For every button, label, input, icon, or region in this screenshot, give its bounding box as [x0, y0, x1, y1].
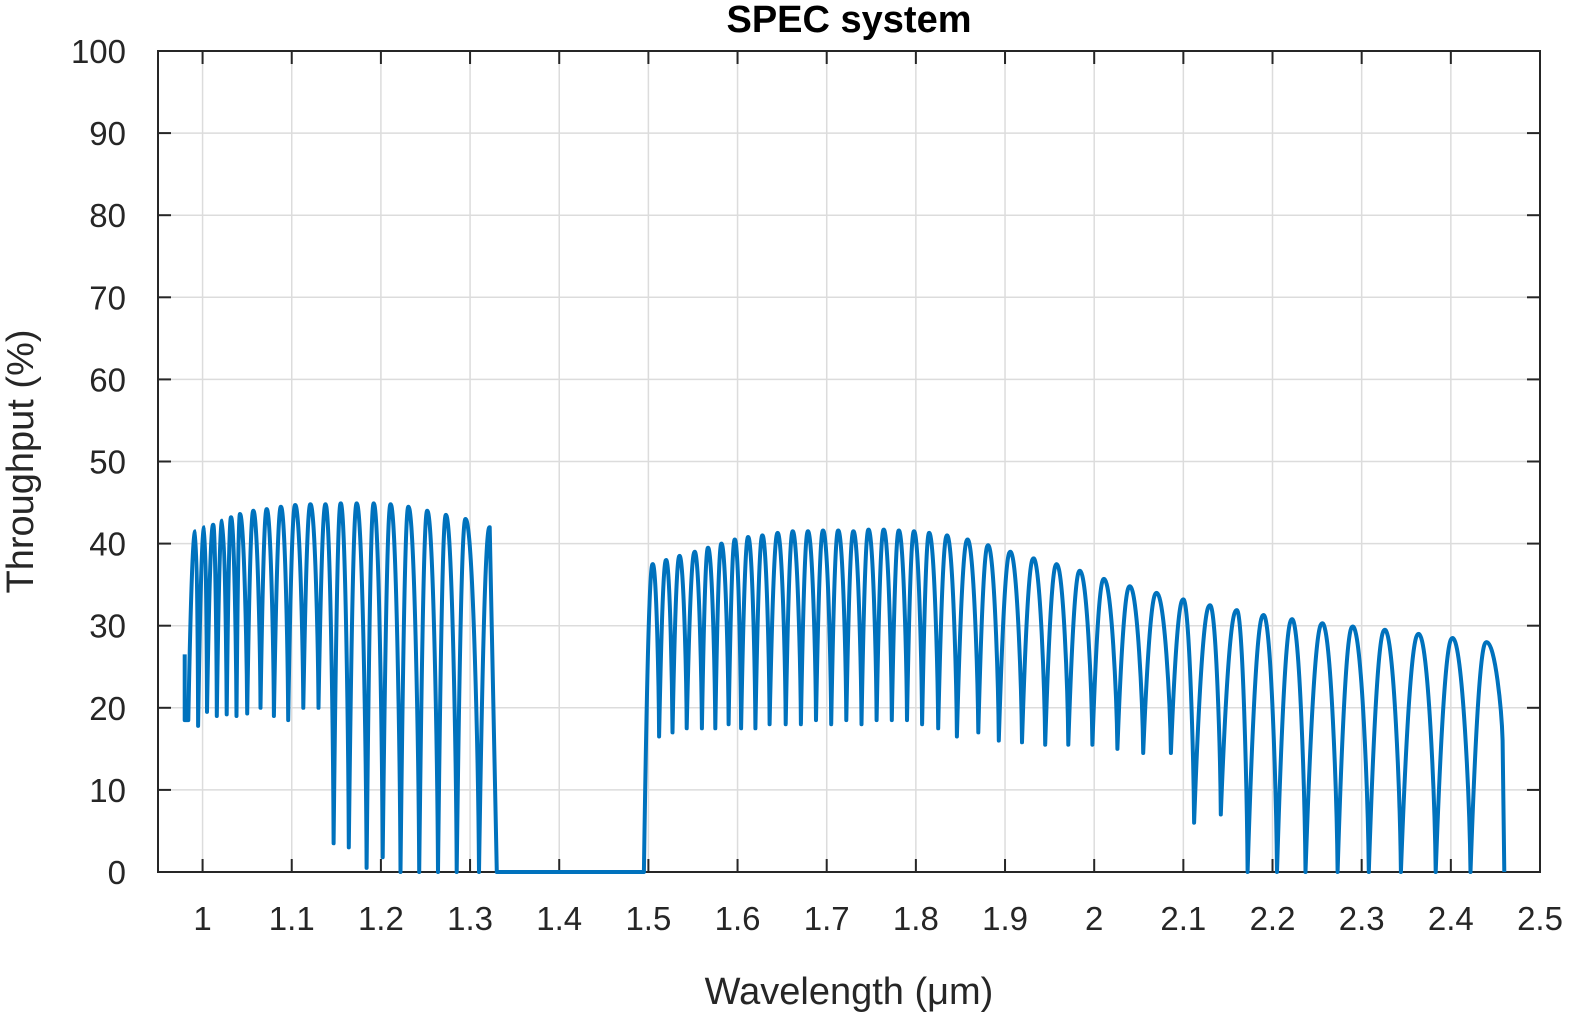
y-tick-labels: 0 10 20 30 40 50 60 70 80 90 100	[71, 33, 126, 891]
y-tick-label: 100	[71, 33, 126, 70]
x-tick-label: 1.9	[982, 900, 1028, 937]
x-tick-label: 2.3	[1339, 900, 1385, 937]
x-tick-label: 1.7	[804, 900, 850, 937]
x-tick-label: 1.5	[625, 900, 671, 937]
x-tick-label: 2.1	[1160, 900, 1206, 937]
axis-ticks	[158, 50, 1541, 873]
x-tick-label: 1	[193, 900, 211, 937]
x-tick-label: 2.4	[1428, 900, 1474, 937]
x-tick-label: 1.6	[715, 900, 761, 937]
chart-title: SPEC system	[726, 0, 971, 41]
y-tick-label: 80	[89, 197, 126, 234]
x-tick-label: 2.2	[1250, 900, 1296, 937]
grid	[158, 50, 1541, 873]
y-tick-label: 0	[108, 854, 126, 891]
y-tick-label: 60	[89, 361, 126, 398]
y-tick-label: 30	[89, 608, 126, 645]
y-tick-label: 50	[89, 444, 126, 481]
x-tick-label: 1.2	[358, 900, 404, 937]
y-axis-label: Throughput (%)	[0, 329, 42, 593]
y-tick-label: 90	[89, 115, 126, 152]
x-tick-label: 2.5	[1517, 900, 1563, 937]
x-tick-label: 1.1	[269, 900, 315, 937]
y-tick-label: 20	[89, 690, 126, 727]
y-tick-label: 70	[89, 279, 126, 316]
x-tick-label: 1.4	[536, 900, 582, 937]
x-axis-label: Wavelength (μm)	[705, 971, 994, 1013]
throughput-series-line	[182, 501, 1507, 874]
y-tick-label: 40	[89, 526, 126, 563]
x-tick-labels: 1 1.1 1.2 1.3 1.4 1.5 1.6 1.7 1.8 1.9 2 2.1 2.2 2.3 2.…	[193, 900, 1563, 937]
x-tick-label: 1.3	[447, 900, 493, 937]
x-tick-label: 2	[1085, 900, 1103, 937]
y-tick-label: 10	[89, 772, 126, 809]
x-tick-label: 1.8	[893, 900, 939, 937]
